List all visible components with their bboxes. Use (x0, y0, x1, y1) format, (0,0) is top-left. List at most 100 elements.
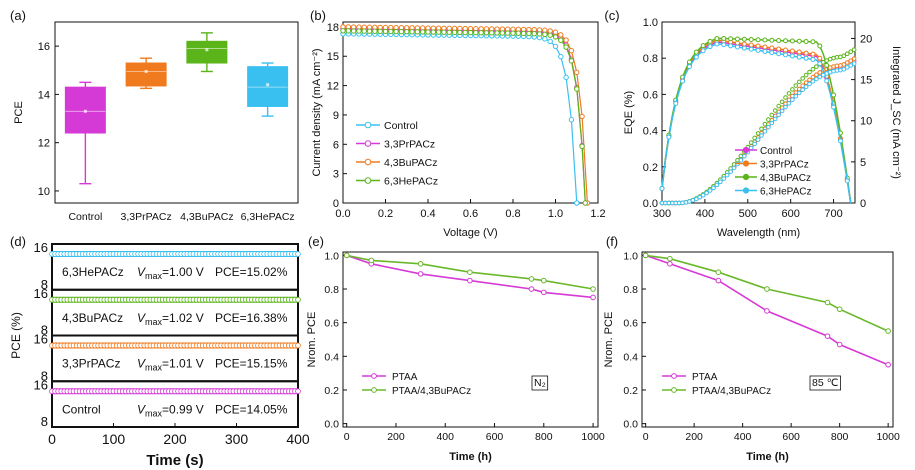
jv-point (563, 74, 569, 81)
device-label-d: 4,3BuPACz (62, 311, 123, 325)
x-tick-label-a: 4,3BuPACz (180, 211, 234, 223)
stability-point (540, 277, 547, 284)
y-axis-label-d: PCE (%) (9, 312, 23, 359)
y-tick-label-a: 10 (38, 186, 50, 198)
y-tick-label-a: 12 (38, 138, 50, 150)
jv-point (579, 113, 585, 120)
eqe-point (789, 38, 795, 44)
y-axis-label-stability: Nrom. PCE (603, 312, 615, 368)
x-tick-label-stability: 200 (685, 431, 703, 443)
jv-point (366, 28, 373, 34)
eqe-point (721, 42, 727, 48)
legend-label-stability: PTAA/4,3BuPACz (392, 386, 471, 397)
legend-marker-c (742, 187, 750, 194)
box-body (186, 40, 228, 64)
vmax-label-d: Vmax=1.01 V (137, 357, 204, 373)
stability-point (824, 333, 831, 339)
vmax-label-d: Vmax=1.02 V (137, 311, 204, 327)
eqe-point (700, 43, 706, 49)
legend-label-b: 4,3BuPACz (384, 157, 438, 169)
jv-point (473, 29, 479, 36)
jv-point (574, 86, 580, 92)
jsc-point (704, 190, 709, 196)
stability-point (885, 361, 891, 368)
eqe-point (680, 78, 686, 84)
device-label-d: 6,3HePACz (62, 265, 124, 279)
jsc-point (803, 84, 809, 90)
y-tick-label-stability: 0.2 (324, 385, 339, 397)
y-tick-label-b: 3 (333, 169, 339, 181)
eqe-point (748, 46, 754, 52)
stability-point (417, 260, 424, 267)
eqe-point (776, 38, 782, 44)
legend-marker-c (742, 173, 750, 181)
jsc-point (848, 58, 854, 63)
jsc-point (769, 112, 775, 118)
stability-point (467, 277, 473, 284)
x-tick-label-b: 0.8 (505, 208, 520, 220)
y2-tick-label-c: 20 (860, 33, 872, 45)
box-mean (205, 48, 209, 52)
y-tick-label-d: 16 (34, 332, 48, 347)
panel-label-c: (c) (604, 8, 619, 23)
eqe-point (666, 134, 672, 140)
plot-frame-a (54, 21, 299, 204)
x-tick-label-d: 100 (102, 431, 126, 447)
eqe-point (796, 54, 802, 60)
condition-label: N₂ (534, 377, 546, 389)
jv-point (579, 143, 585, 149)
device-label-d: 3,3PrPACz (62, 357, 120, 371)
box-mean (144, 69, 148, 73)
y-axis-label-c: EQE (%) (623, 91, 635, 134)
x-tick-label-a: 3,3PrPACz (121, 211, 172, 223)
legend-marker-b (364, 140, 372, 147)
stability-point (836, 341, 843, 348)
eqe-point (824, 78, 830, 84)
y-tick-label-stability: 0.0 (623, 419, 638, 431)
stability-point (528, 276, 535, 282)
jsc-point (793, 93, 799, 99)
condition-box (531, 375, 549, 391)
legend-label-stability: PTAA/4,3BuPACz (692, 386, 771, 397)
pce-value-d: PCE=16.38% (215, 311, 288, 325)
y-tick-label-d: 16 (34, 377, 48, 392)
eqe-point (741, 41, 747, 47)
box-body (125, 62, 167, 87)
jsc-point (790, 87, 795, 92)
jv-point (345, 28, 352, 34)
y-tick-label-a: 14 (38, 89, 50, 101)
y-tick-label-b: 18 (327, 22, 339, 34)
eqe-point (831, 92, 837, 98)
panel-label-stability: (f) (606, 234, 618, 249)
jsc-point (711, 185, 716, 191)
jsc-point (841, 62, 847, 67)
y-tick-label-c: 0.0 (643, 198, 658, 210)
x-tick-label-d: 0 (48, 431, 56, 447)
eqe-point (762, 37, 768, 43)
eqe-point (707, 44, 713, 50)
stabilized-pce-point (295, 296, 301, 303)
jv-point (414, 29, 421, 35)
x-tick-label-b: 0.4 (420, 208, 435, 220)
eqe-point (686, 64, 692, 70)
eqe-point (659, 186, 665, 192)
y-tick-label-d: 8 (41, 414, 48, 429)
eqe-point (734, 44, 740, 50)
eqe-point (700, 48, 706, 54)
jv-point (430, 29, 437, 35)
jsc-point (755, 131, 761, 136)
jv-point (372, 28, 378, 34)
x-tick-label-b: 1.0 (548, 208, 563, 220)
jv-point (467, 29, 474, 36)
jsc-point (718, 179, 723, 185)
x-tick-label-b: 1.2 (590, 208, 605, 220)
x-tick-label-stability: 1000 (581, 431, 605, 443)
jsc-point (694, 196, 699, 202)
jsc-point (796, 90, 802, 96)
jsc-point (755, 137, 761, 143)
jv-point (451, 29, 458, 36)
x-tick-label-c: 700 (824, 208, 842, 220)
legend-label-c: 4,3BuPACz (760, 173, 811, 184)
stabilized-pce-point (295, 342, 301, 349)
